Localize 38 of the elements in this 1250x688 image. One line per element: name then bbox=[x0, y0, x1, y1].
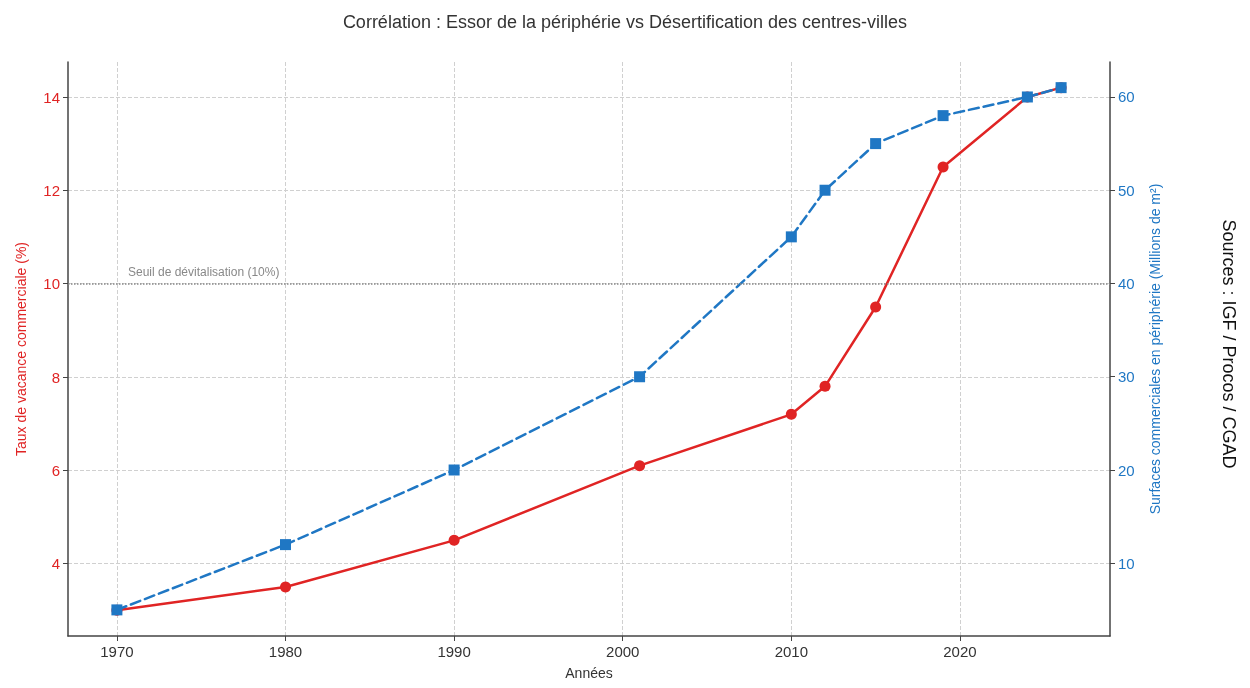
point bbox=[785, 231, 797, 243]
point bbox=[870, 138, 882, 150]
x-tick-label: 2010 bbox=[774, 643, 809, 660]
y-tick-label: 8 bbox=[51, 368, 60, 386]
y2-tick-label: 30 bbox=[1118, 368, 1135, 386]
point bbox=[937, 161, 949, 173]
point bbox=[280, 539, 291, 551]
y2-tick-label: 60 bbox=[1118, 88, 1135, 106]
point bbox=[819, 380, 831, 392]
point bbox=[448, 534, 460, 546]
point bbox=[634, 371, 646, 383]
y-tick-label: 14 bbox=[43, 88, 60, 106]
x-tick-label: 1980 bbox=[268, 643, 303, 660]
point bbox=[448, 464, 460, 476]
point bbox=[937, 110, 949, 122]
y2-tick-label: 20 bbox=[1118, 461, 1135, 479]
x-tick-label: 1990 bbox=[437, 643, 471, 660]
x-tick-label: 2000 bbox=[606, 643, 640, 660]
point bbox=[280, 581, 291, 593]
y-tick-label: 6 bbox=[51, 461, 60, 479]
y2-tick-label: 50 bbox=[1118, 181, 1135, 199]
x-tick-label: 1970 bbox=[100, 643, 134, 660]
y-tick-label: 10 bbox=[43, 275, 60, 293]
point bbox=[819, 184, 831, 196]
y-tick-label: 4 bbox=[51, 555, 60, 573]
y-tick-label: 12 bbox=[43, 181, 60, 199]
y2-axis-title: Surfaces commerciales en périphérie (Millions de m²) bbox=[1147, 183, 1163, 515]
y2-tick-label: 40 bbox=[1118, 274, 1135, 292]
x-axis-title: Années bbox=[565, 665, 613, 681]
y-axis-title: Taux de vacance commerciale (%) bbox=[13, 242, 29, 456]
ref-line-label: Seuil de dévitalisation (10%) bbox=[128, 264, 280, 279]
y2-tick-label: 10 bbox=[1118, 554, 1135, 572]
chart-title: Corrélation : Essor de la périphérie vs Désertification des centres-villes bbox=[342, 12, 908, 32]
point bbox=[634, 460, 646, 472]
source-note: Sources : IGF / Procos / CGAD bbox=[1219, 219, 1239, 469]
x-tick-label: 2020 bbox=[943, 643, 977, 660]
point bbox=[785, 408, 797, 420]
point bbox=[870, 301, 882, 313]
